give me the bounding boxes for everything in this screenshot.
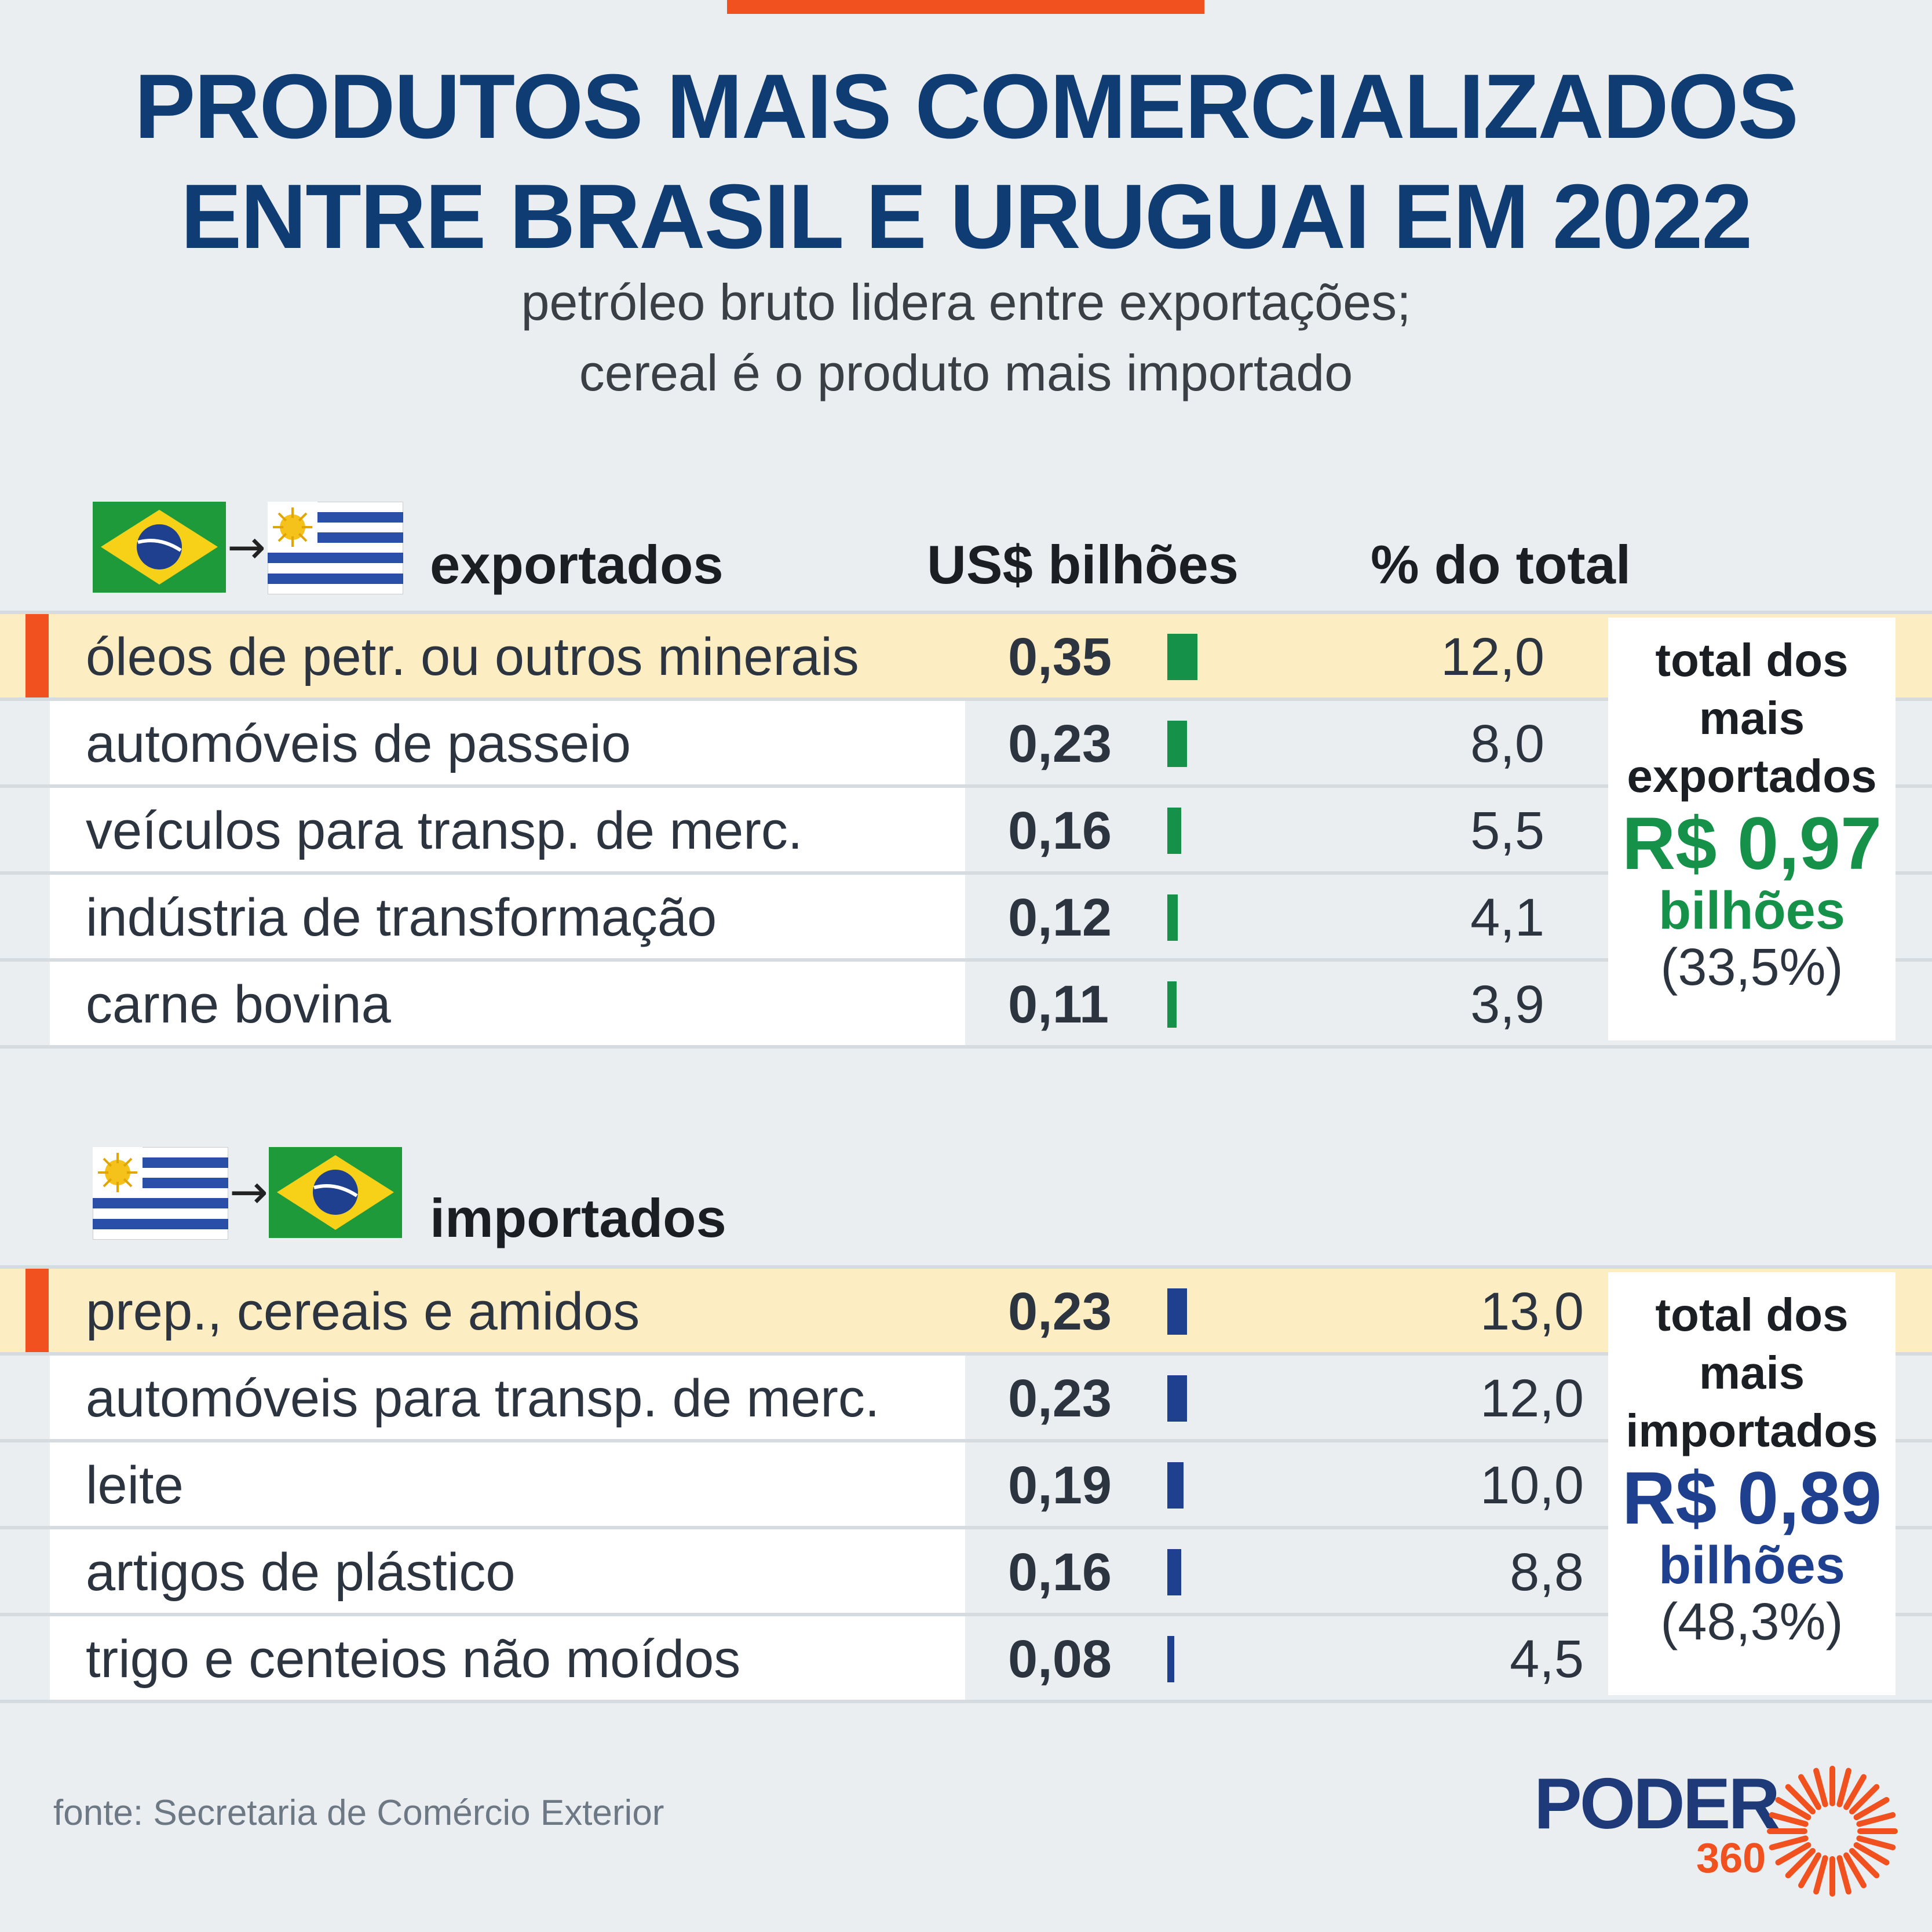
value-bar — [1167, 894, 1178, 941]
brazil-flag-icon — [93, 502, 226, 593]
row-divider — [0, 611, 1932, 614]
value-column-header: US$ bilhões — [927, 534, 1239, 595]
row-value: 0,11 — [1008, 975, 1109, 1034]
row-value: 0,08 — [1008, 1630, 1112, 1689]
row-pct: 4,5 — [1510, 1630, 1584, 1689]
row-divider — [0, 1613, 1932, 1616]
top-accent-bar — [727, 0, 1204, 14]
import-summary-unit: bilhões — [1658, 1536, 1846, 1595]
poder360-logo-text: PODER — [1534, 1764, 1780, 1844]
row-label-background — [50, 1529, 965, 1613]
page-title-line1: PRODUTOS MAIS COMERCIALIZADOS — [134, 56, 1799, 158]
row-divider — [0, 1265, 1932, 1269]
row-value: 0,35 — [1008, 627, 1112, 686]
export-summary-unit: bilhões — [1658, 881, 1846, 941]
row-divider — [0, 1439, 1932, 1442]
row-pct: 4,1 — [1470, 888, 1544, 947]
highlight-accent-marker — [25, 614, 49, 697]
import-summary-amount: R$ 0,89 — [1621, 1457, 1882, 1540]
export-summary-label-3: exportados — [1627, 750, 1877, 802]
row-pct: 3,9 — [1470, 975, 1544, 1034]
row-pct: 8,0 — [1470, 714, 1544, 773]
sun-logo-icon — [1767, 1766, 1898, 1897]
row-label-background — [50, 875, 965, 958]
row-value: 0,23 — [1008, 714, 1112, 773]
arrow-right-icon: → — [227, 520, 266, 574]
row-label-background — [50, 962, 965, 1045]
row-value: 0,16 — [1008, 1543, 1112, 1602]
value-bar — [1167, 1636, 1174, 1682]
source-note: fonte: Secretaria de Comércio Exterior — [53, 1793, 664, 1833]
row-value: 0,19 — [1008, 1456, 1112, 1515]
export-summary-box: total dos mais exportados R$ 0,97 bilhõe… — [1608, 618, 1896, 1040]
row-label: prep., cereais e amidos — [86, 1282, 640, 1341]
value-bar — [1167, 808, 1181, 854]
row-label: leite — [86, 1456, 184, 1515]
row-pct: 10,0 — [1480, 1456, 1584, 1515]
poder360-logo-number: 360 — [1696, 1835, 1766, 1882]
row-divider — [0, 1700, 1932, 1703]
row-divider — [0, 1045, 1932, 1049]
row-value: 0,23 — [1008, 1282, 1112, 1341]
row-label: artigos de plástico — [86, 1543, 516, 1602]
import-summary-share: (48,3%) — [1660, 1593, 1843, 1651]
row-value: 0,12 — [1008, 888, 1112, 947]
row-pct: 8,8 — [1510, 1543, 1584, 1602]
export-summary-share: (33,5%) — [1660, 938, 1843, 996]
import-summary-label-2: mais — [1699, 1347, 1805, 1398]
row-divider — [0, 871, 1932, 875]
row-label: automóveis para transp. de merc. — [86, 1369, 880, 1428]
row-pct: 12,0 — [1440, 627, 1544, 686]
row-label-background — [50, 1356, 965, 1439]
row-divider — [0, 1526, 1932, 1529]
row-label: trigo e centeios não moídos — [86, 1630, 741, 1689]
export-summary-label-1: total dos — [1655, 634, 1849, 686]
row-divider — [0, 1352, 1932, 1356]
brazil-flag-icon — [269, 1147, 402, 1238]
value-bar — [1167, 1375, 1187, 1422]
value-bar — [1167, 981, 1177, 1028]
row-label-background — [50, 788, 965, 871]
value-bar — [1167, 1549, 1181, 1595]
row-label-background — [50, 1616, 965, 1700]
export-summary-amount: R$ 0,97 — [1621, 802, 1882, 885]
value-bar — [1167, 721, 1187, 767]
value-bar — [1167, 1288, 1187, 1335]
value-bar — [1167, 1462, 1184, 1509]
row-label: carne bovina — [86, 975, 391, 1034]
import-summary-label-3: importados — [1626, 1405, 1878, 1456]
export-summary-label-2: mais — [1699, 692, 1805, 744]
row-label-background — [50, 1442, 965, 1526]
subtitle-line1: petróleo bruto lidera entre exportações; — [521, 273, 1411, 331]
uruguay-flag-icon — [268, 502, 403, 594]
row-value: 0,23 — [1008, 1369, 1112, 1428]
row-divider — [0, 784, 1932, 788]
arrow-right-icon: → — [229, 1165, 269, 1219]
import-summary-box: total dos mais importados R$ 0,89 bilhõe… — [1608, 1272, 1896, 1695]
row-divider — [0, 958, 1932, 962]
row-value: 0,16 — [1008, 801, 1112, 860]
subtitle-line2: cereal é o produto mais importado — [579, 344, 1353, 401]
row-pct: 5,5 — [1470, 801, 1544, 860]
row-label-background — [50, 701, 965, 784]
row-label: automóveis de passeio — [86, 714, 631, 773]
import-summary-label-1: total dos — [1655, 1289, 1849, 1341]
row-label: veículos para transp. de merc. — [86, 801, 803, 860]
page-title-line2: ENTRE BRASIL E URUGUAI EM 2022 — [180, 166, 1752, 268]
highlight-accent-marker — [25, 1269, 49, 1352]
value-bar — [1167, 634, 1197, 680]
row-label: óleos de petr. ou outros minerais — [86, 627, 859, 686]
export-heading: exportados — [430, 534, 724, 595]
uruguay-flag-icon — [93, 1147, 228, 1240]
row-pct: 12,0 — [1480, 1369, 1584, 1428]
row-divider — [0, 697, 1932, 701]
row-label: indústria de transformação — [86, 888, 717, 947]
pct-column-header: % do total — [1371, 534, 1631, 595]
import-heading: importados — [430, 1188, 726, 1248]
row-pct: 13,0 — [1480, 1282, 1584, 1341]
